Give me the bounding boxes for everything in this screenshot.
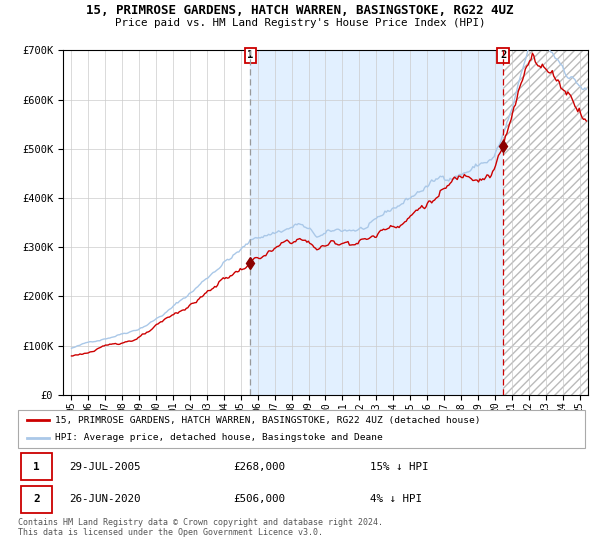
Text: 2: 2 bbox=[500, 50, 506, 60]
Text: 15% ↓ HPI: 15% ↓ HPI bbox=[370, 461, 428, 472]
Bar bbox=[503, 50, 588, 395]
Text: HPI: Average price, detached house, Basingstoke and Deane: HPI: Average price, detached house, Basi… bbox=[55, 433, 383, 442]
Bar bbox=[250, 50, 503, 395]
Text: 4% ↓ HPI: 4% ↓ HPI bbox=[370, 494, 422, 505]
Text: 15, PRIMROSE GARDENS, HATCH WARREN, BASINGSTOKE, RG22 4UZ: 15, PRIMROSE GARDENS, HATCH WARREN, BASI… bbox=[86, 4, 514, 17]
Text: Contains HM Land Registry data © Crown copyright and database right 2024.
This d: Contains HM Land Registry data © Crown c… bbox=[18, 518, 383, 538]
Text: 2: 2 bbox=[33, 494, 40, 505]
Text: 1: 1 bbox=[247, 50, 254, 60]
Text: 29-JUL-2005: 29-JUL-2005 bbox=[69, 461, 140, 472]
Text: 1: 1 bbox=[33, 461, 40, 472]
Text: £506,000: £506,000 bbox=[233, 494, 286, 505]
Text: £268,000: £268,000 bbox=[233, 461, 286, 472]
Bar bbox=[21, 486, 52, 513]
Text: 15, PRIMROSE GARDENS, HATCH WARREN, BASINGSTOKE, RG22 4UZ (detached house): 15, PRIMROSE GARDENS, HATCH WARREN, BASI… bbox=[55, 416, 481, 424]
Bar bbox=[503, 50, 588, 395]
Text: Price paid vs. HM Land Registry's House Price Index (HPI): Price paid vs. HM Land Registry's House … bbox=[115, 18, 485, 28]
Bar bbox=[21, 453, 52, 480]
Text: 26-JUN-2020: 26-JUN-2020 bbox=[69, 494, 140, 505]
